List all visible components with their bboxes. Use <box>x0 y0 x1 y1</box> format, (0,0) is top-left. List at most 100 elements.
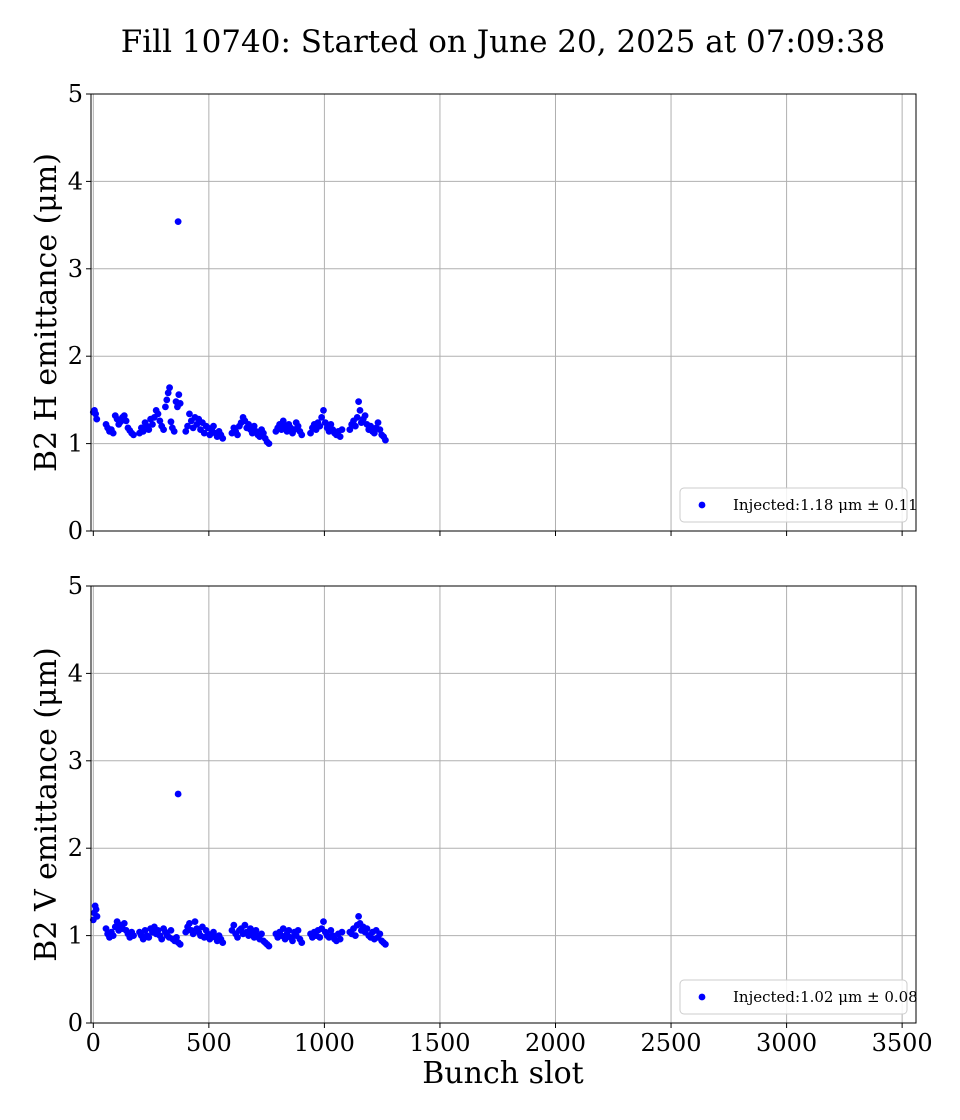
y-tick-label: 3 <box>68 255 83 283</box>
data-point <box>376 426 384 434</box>
data-point <box>265 942 273 950</box>
data-point <box>176 940 184 948</box>
data-point <box>167 418 175 426</box>
data-point <box>145 426 153 434</box>
legend-box <box>679 487 908 523</box>
plot-frame <box>90 585 917 1024</box>
plot-frame <box>90 93 917 532</box>
data-point <box>250 422 258 430</box>
data-point <box>363 925 371 933</box>
data-point <box>145 933 153 941</box>
top-panel-h-emittance: 0 1 2 3 4 5 B2 H emittance (μm) Injected:1.18 μ… <box>29 80 918 545</box>
x-tick-label: 1000 <box>294 1029 355 1057</box>
data-point <box>154 926 162 934</box>
data-point <box>186 919 193 927</box>
data-point <box>191 918 199 926</box>
x-tick-label: 2000 <box>525 1029 586 1057</box>
data-point <box>245 420 253 428</box>
legend-box <box>679 979 908 1015</box>
data-point <box>336 935 344 943</box>
data-point <box>338 928 346 936</box>
legend-marker <box>698 501 706 509</box>
y-axis-label: B2 H emittance (μm) <box>29 153 64 472</box>
data-point <box>281 935 289 943</box>
y-tick-label: 0 <box>68 517 83 545</box>
data-point <box>175 391 183 399</box>
data-point <box>184 422 191 430</box>
x-tick-label: 2500 <box>641 1029 702 1057</box>
data-point <box>160 426 167 434</box>
data-point <box>120 412 128 420</box>
data-point <box>120 919 128 927</box>
x-tick-label: 3500 <box>872 1029 933 1057</box>
data-point <box>230 921 238 929</box>
data-point <box>376 930 384 938</box>
data-point <box>219 434 227 442</box>
data-point <box>210 928 217 936</box>
data-point <box>316 933 324 941</box>
data-point <box>320 918 327 926</box>
data-point <box>176 399 184 407</box>
y-tick-label: 4 <box>68 659 83 687</box>
data-point <box>139 427 147 435</box>
y-axis-label: B2 V emittance (μm) <box>29 647 64 961</box>
data-point <box>193 420 201 428</box>
data-point <box>374 419 382 427</box>
data-point <box>234 431 241 439</box>
legend: Injected:1.18 μm ± 0.11 <box>679 487 918 523</box>
data-point <box>338 426 346 434</box>
data-point <box>241 921 249 929</box>
data-point <box>174 218 182 226</box>
y-tick-label: 5 <box>68 572 83 600</box>
data-point <box>173 933 180 941</box>
x-tick-label: 500 <box>186 1029 232 1057</box>
data-point <box>247 925 254 933</box>
data-point <box>320 406 327 414</box>
data-point <box>92 410 100 418</box>
data-point <box>156 417 164 425</box>
data-point <box>163 396 171 404</box>
data-point <box>109 429 117 437</box>
data-point <box>186 410 193 418</box>
data-point <box>141 926 149 934</box>
data-point <box>219 939 227 946</box>
data-point <box>130 431 137 439</box>
data-point <box>367 422 375 430</box>
data-point <box>285 926 293 934</box>
data-point <box>382 436 389 444</box>
data-point <box>182 928 190 936</box>
data-point <box>258 930 265 938</box>
y-tick-label: 2 <box>68 342 83 370</box>
legend: Injected:1.02 μm ± 0.08 <box>679 979 918 1015</box>
data-point <box>102 925 110 933</box>
data-point <box>346 426 354 434</box>
data-point <box>298 431 306 439</box>
y-tick-label: 4 <box>68 167 83 195</box>
data-point <box>370 429 378 437</box>
bottom-panel-v-emittance: 0 500 1000 1500 2000 2500 3000 3500 0 1 2 3 4 5 B2 V e… <box>29 572 933 1057</box>
data-point <box>109 932 117 939</box>
data-point <box>164 389 172 397</box>
data-point <box>316 422 324 430</box>
data-point <box>166 384 173 392</box>
data-point <box>351 932 359 939</box>
data-point <box>189 930 197 938</box>
data-point <box>355 912 363 920</box>
data-point <box>361 412 369 420</box>
figure-title: Fill 10740: Started on June 20, 2025 at … <box>121 24 885 60</box>
data-point <box>174 790 182 798</box>
y-tick-label: 1 <box>68 922 83 950</box>
data-point <box>355 398 363 406</box>
data-point <box>259 429 267 437</box>
data-point <box>351 422 359 430</box>
data-point <box>294 422 302 430</box>
data-point <box>210 422 217 430</box>
data-point <box>382 940 389 948</box>
y-tick-label: 1 <box>68 430 83 458</box>
x-tick-label: 0 <box>86 1029 101 1057</box>
data-point <box>279 925 287 933</box>
y-tick-label: 3 <box>68 747 83 775</box>
data-point <box>321 419 329 427</box>
data-point <box>252 926 260 934</box>
data-point <box>327 926 335 934</box>
